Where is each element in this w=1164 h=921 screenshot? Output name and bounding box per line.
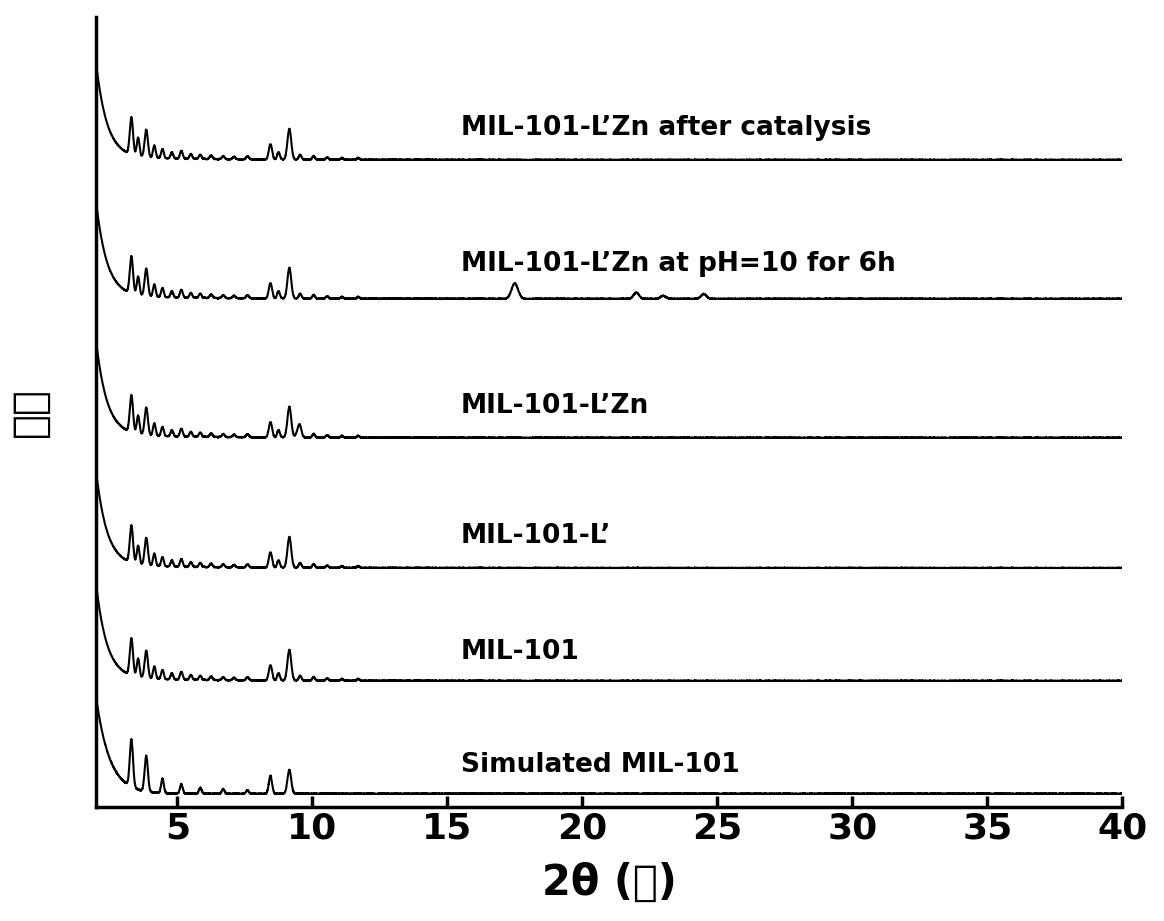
Text: MIL-101-L’: MIL-101-L’	[461, 523, 611, 549]
Text: MIL-101: MIL-101	[461, 639, 580, 665]
Text: MIL-101-L’Zn after catalysis: MIL-101-L’Zn after catalysis	[461, 115, 871, 141]
Text: 强度: 强度	[8, 387, 50, 437]
Text: MIL-101-L’Zn: MIL-101-L’Zn	[461, 392, 650, 419]
Text: MIL-101-L’Zn at pH=10 for 6h: MIL-101-L’Zn at pH=10 for 6h	[461, 251, 895, 277]
Text: Simulated MIL-101: Simulated MIL-101	[461, 752, 739, 778]
X-axis label: 2θ (度): 2θ (度)	[541, 862, 676, 904]
